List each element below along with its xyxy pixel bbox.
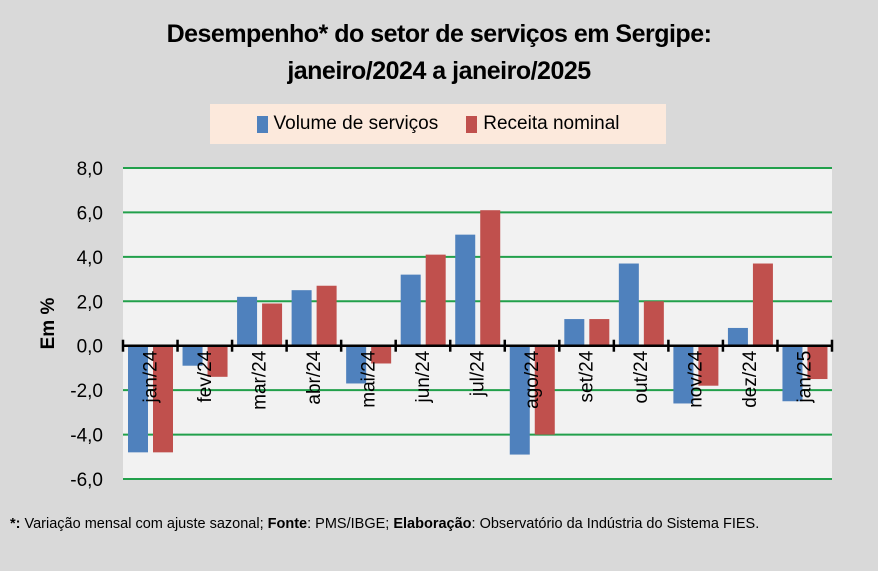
legend-item-receita: Receita nominal: [466, 113, 620, 135]
x-tick-label: jun/24: [413, 350, 434, 403]
bar-volume: [673, 345, 694, 404]
x-tick-label: ago/24: [522, 350, 543, 409]
bar-receita: [589, 319, 610, 346]
footnote-fonte-label: Fonte: [267, 516, 308, 532]
x-tick-label: fev/24: [195, 350, 216, 402]
legend-item-volume: Volume de serviços: [256, 113, 439, 135]
legend-label-volume: Volume de serviços: [273, 113, 439, 134]
bar-receita: [534, 345, 555, 435]
x-tick-label: set/24: [577, 350, 598, 402]
bar-volume: [564, 319, 585, 346]
y-tick-label: 0,0: [77, 337, 103, 358]
bar-volume: [346, 345, 367, 384]
x-tick-label: mai/24: [358, 350, 379, 407]
footnote-elab-label: Elaboração: [393, 516, 472, 532]
plot-area: [123, 168, 832, 479]
bar-volume: [237, 296, 258, 346]
y-axis-label: Em %: [38, 298, 59, 350]
bar-volume: [618, 263, 639, 346]
legend-swatch-receita: [466, 115, 478, 133]
legend-label-receita: Receita nominal: [483, 113, 620, 134]
legend: Volume de serviços Receita nominal: [210, 104, 666, 144]
bar-volume: [400, 274, 421, 346]
bar-volume: [128, 345, 148, 453]
y-tick-label: -6,0: [70, 470, 103, 491]
footnote-text-2: : PMS/IBGE;: [307, 516, 394, 532]
footnote-text-3: : Observatório da Indústria do Sistema F…: [471, 516, 760, 532]
bar-receita: [207, 345, 228, 377]
y-tick-label: -2,0: [70, 381, 103, 402]
x-tick-label: nov/24: [686, 350, 707, 407]
x-tick-label: jan/24: [140, 350, 161, 403]
bar-receita: [316, 285, 337, 346]
bar-volume: [291, 290, 312, 346]
bar-receita: [807, 345, 828, 380]
bar-volume: [182, 345, 203, 366]
bar-receita: [262, 303, 283, 346]
footnote-text-1: Variação mensal com ajuste sazonal;: [20, 516, 268, 532]
bar-receita: [153, 345, 173, 453]
y-tick-label: 6,0: [77, 203, 103, 224]
x-tick-label: dez/24: [740, 350, 761, 407]
y-tick-label: 2,0: [77, 292, 103, 313]
bar-receita: [480, 210, 501, 346]
chart-title: Desempenho* do setor de serviços em Serg…: [166, 20, 712, 48]
bar-receita: [643, 301, 664, 346]
x-tick-label: jan/25: [795, 351, 816, 404]
bar-receita: [698, 345, 719, 386]
bar-volume: [727, 327, 748, 346]
bar-volume: [455, 234, 476, 346]
x-tick-label: mar/24: [249, 350, 270, 410]
bar-receita: [425, 254, 446, 346]
x-tick-label: jul/24: [468, 350, 489, 397]
y-tick-label: 4,0: [77, 248, 103, 269]
bar-receita: [371, 345, 392, 364]
footnote: *: Variação mensal com ajuste sazonal; F…: [10, 514, 870, 534]
x-tick-label: abr/24: [304, 350, 325, 404]
x-tick-label: out/24: [631, 350, 652, 403]
legend-swatch-volume: [256, 115, 268, 133]
y-tick-label: 8,0: [77, 159, 103, 180]
y-tick-label: -4,0: [70, 426, 103, 447]
bar-volume: [509, 345, 530, 455]
bar-receita: [752, 263, 773, 346]
chart-subtitle: janeiro/2024 a janeiro/2025: [287, 57, 591, 85]
bar-volume: [782, 345, 803, 402]
footnote-star: *:: [10, 516, 21, 532]
